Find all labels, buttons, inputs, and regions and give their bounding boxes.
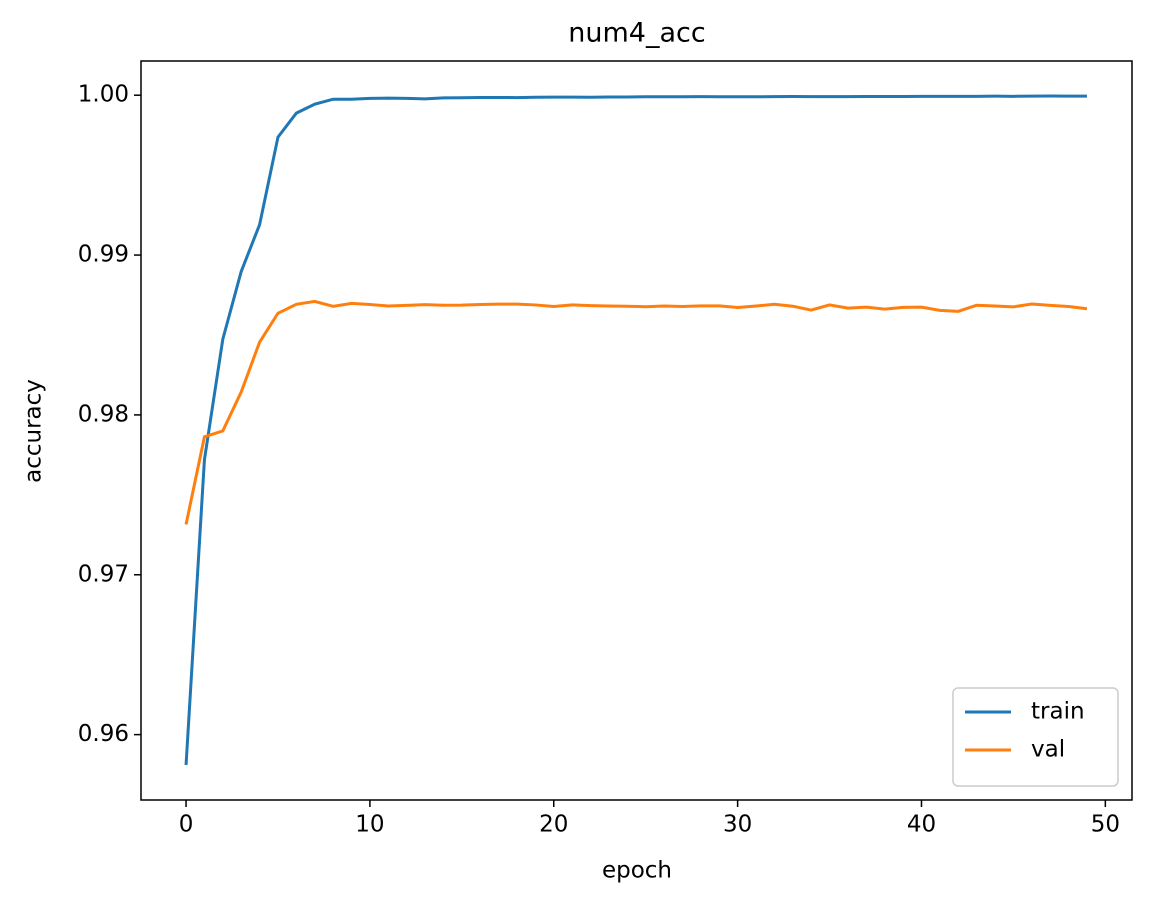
x-tick-label: 20 bbox=[539, 812, 568, 838]
y-axis-label: accuracy bbox=[21, 379, 47, 483]
x-tick-label: 40 bbox=[907, 812, 936, 838]
legend-label: train bbox=[1031, 699, 1085, 725]
y-tick-label: 1.00 bbox=[78, 82, 129, 108]
chart-title: num4_acc bbox=[568, 18, 705, 49]
legend-label: val bbox=[1031, 737, 1065, 763]
line-series bbox=[184, 299, 1088, 525]
y-tick-label: 0.96 bbox=[78, 721, 129, 747]
x-tick-label: 50 bbox=[1091, 812, 1120, 838]
y-tick-label: 0.98 bbox=[78, 401, 129, 427]
x-axis-label: epoch bbox=[602, 858, 672, 884]
plot-frame bbox=[140, 60, 1133, 801]
x-tick-label: 10 bbox=[355, 812, 384, 838]
legend: train val bbox=[952, 687, 1119, 787]
line-series bbox=[184, 94, 1087, 766]
x-tick-label: 30 bbox=[723, 812, 752, 838]
y-tick-label: 0.97 bbox=[78, 561, 129, 587]
y-tick-label: 0.99 bbox=[78, 242, 129, 268]
x-tick-label: 0 bbox=[179, 812, 194, 838]
